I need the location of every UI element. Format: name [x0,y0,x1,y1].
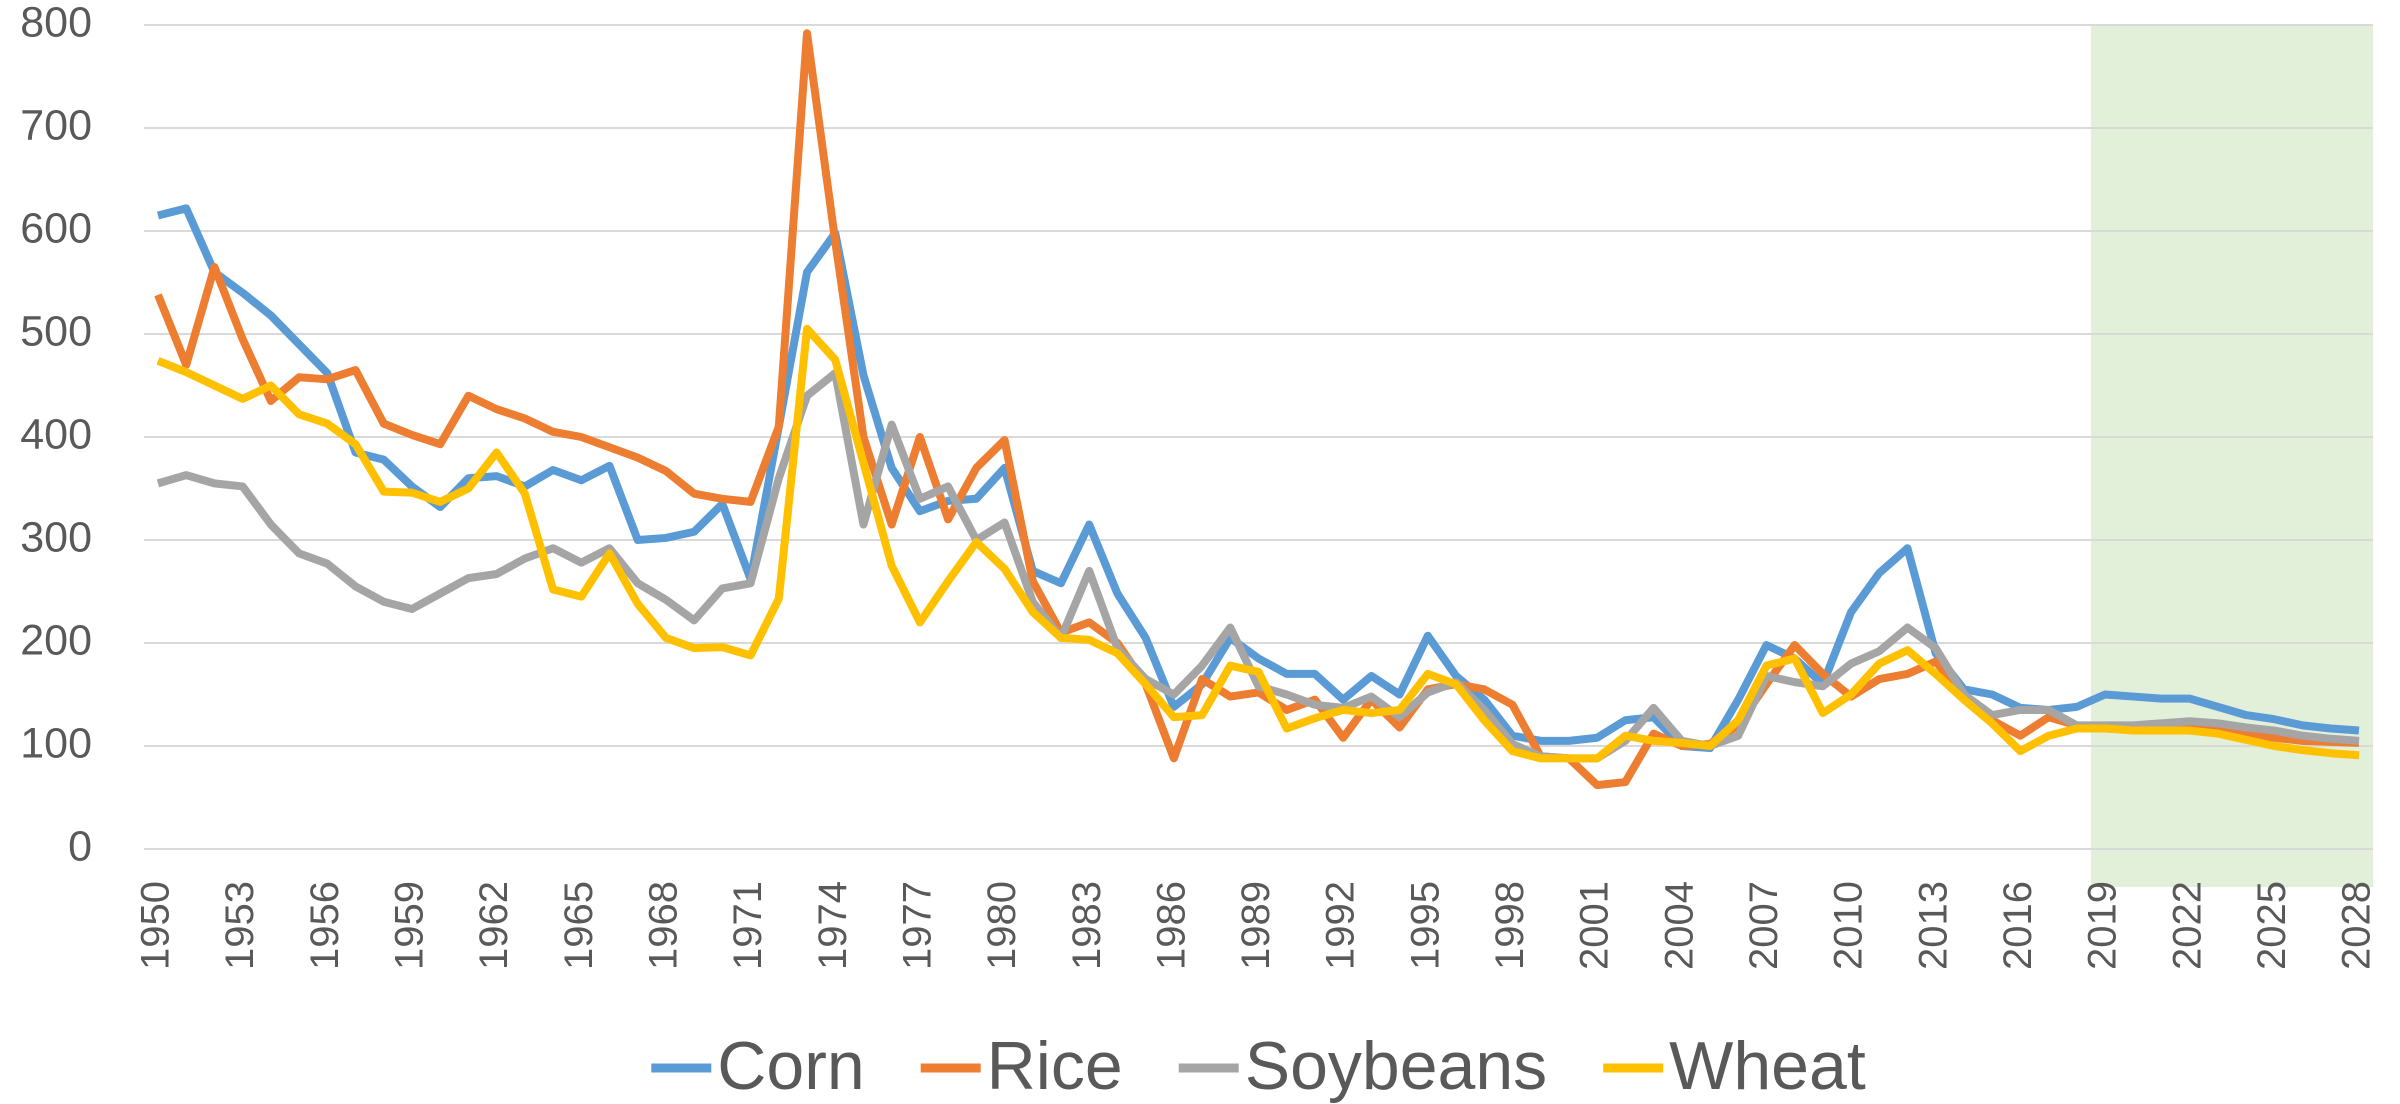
x-tick-label: 1995 [1403,881,1447,970]
x-tick-label: 2022 [2165,881,2209,970]
y-tick-label: 400 [20,410,92,458]
x-tick-label: 2007 [1742,881,1786,970]
series-line [156,324,2360,763]
y-tick-label: 0 [68,822,92,870]
x-tick-label: 1986 [1149,881,1193,970]
y-tick-label: 500 [20,307,92,355]
x-tick-label: 1968 [641,881,685,970]
x-tick-label: 1953 [218,881,262,970]
legend-label: Soybeans [1245,1028,1547,1104]
legend-label: Rice [987,1028,1123,1104]
legend: Corn Rice Soybeans Wheat [651,1028,1866,1104]
y-tick-label: 800 [20,0,92,46]
x-tick-label: 1950 [134,881,178,970]
x-tick-label: 1983 [1065,881,1109,970]
x-tick-label: 1980 [980,881,1024,970]
x-tick-label: 1992 [1319,881,1363,970]
x-tick-label: 1962 [472,881,516,970]
y-tick-label: 200 [20,616,92,664]
x-tick-label: 1956 [303,881,347,970]
series-line [157,204,2360,753]
y-tick-label: 100 [20,719,92,767]
x-tick-label: 1959 [388,881,432,970]
y-tick-label: 600 [20,204,92,252]
legend-label: Wheat [1669,1028,1866,1104]
x-tick-label: 2019 [2081,881,2125,970]
x-tick-label: 1965 [557,881,601,970]
y-tick-label: 700 [20,101,92,149]
x-tick-label: 1974 [811,881,855,970]
y-tick-label: 300 [20,513,92,561]
series-line [156,369,2360,763]
x-tick-label: 2028 [2335,881,2379,970]
x-tick-label: 2004 [1657,881,1701,970]
x-tick-label: 1998 [1488,881,1532,970]
x-tick-label: 1977 [895,881,939,970]
x-tick-label: 1989 [1234,881,1278,970]
x-tick-label: 2013 [1911,881,1955,970]
x-tick-label: 2025 [2250,881,2294,970]
forecast-region [2090,25,2374,887]
x-tick-label: 2010 [1827,881,1871,970]
x-tick-label: 2016 [1996,881,2040,970]
legend-label: Corn [717,1028,864,1104]
x-tick-label: 2001 [1573,881,1617,970]
x-tick-label: 1971 [726,881,770,970]
